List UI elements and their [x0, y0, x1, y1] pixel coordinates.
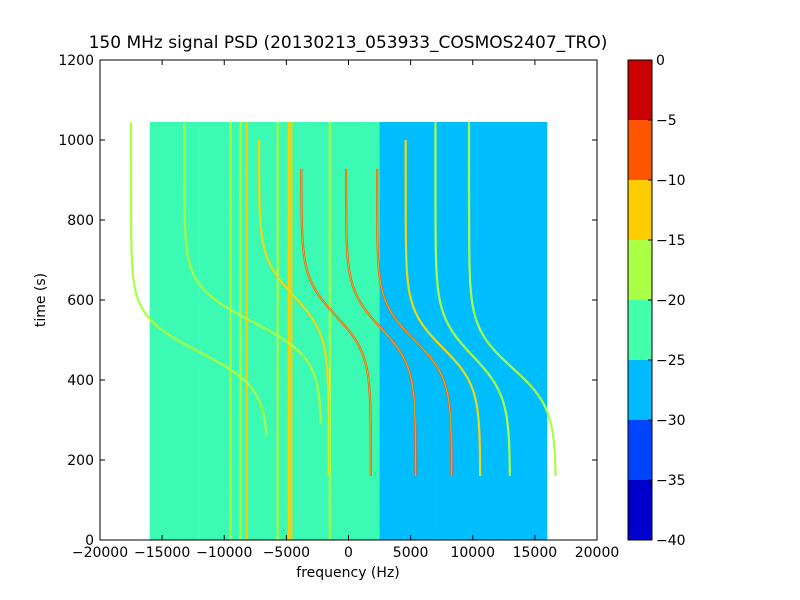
colorbar-segment: [628, 480, 652, 540]
colorbar-segment: [628, 180, 652, 240]
doppler-track-edge: [468, 122, 557, 477]
x-tick-label: 5000: [393, 545, 429, 561]
colorbar-segment: [628, 240, 652, 300]
colorbar-segment: [628, 120, 652, 180]
plot-area: −20000 −15000 −10000 −5000 0 5000 10000 15000 20…: [58, 53, 619, 561]
x-axis-label: frequency (Hz): [296, 565, 399, 581]
x-tick-label: 0: [344, 545, 353, 561]
colorbar-tick-label: −15: [656, 233, 686, 249]
colorbar-segment: [628, 360, 652, 420]
heatmap-image: [129, 122, 557, 540]
y-axis-label: time (s): [33, 273, 49, 327]
y-tick-label: 1200: [58, 53, 94, 69]
x-tick-label: −20000: [72, 545, 128, 561]
colorbar-segment: [628, 420, 652, 480]
doppler-track-edge: [258, 140, 330, 476]
doppler-track-edge: [376, 168, 452, 477]
colorbar-tick-label: 0: [656, 53, 665, 69]
x-tick-label: 15000: [513, 545, 558, 561]
colorbar-tick-label: −25: [656, 353, 686, 369]
colorbar-tick-label: −5: [656, 113, 677, 129]
colorbar-tick-label: −10: [656, 173, 686, 189]
doppler-track-edge: [435, 122, 511, 477]
y-tick-label: 600: [67, 293, 94, 309]
y-axis-ticks: 0 200 400 600 800 1000 1200: [58, 53, 597, 549]
doppler-track-edge: [300, 168, 372, 476]
doppler-track-edge: [345, 168, 416, 477]
x-tick-label: −5000: [263, 545, 310, 561]
colorbar-tick-label: −20: [656, 293, 686, 309]
doppler-track-edge: [184, 123, 322, 425]
x-axis-ticks: −20000 −15000 −10000 −5000 0 5000 10000 15000 20…: [72, 60, 619, 561]
colorbar: −40 −35 −30 −25 −20 −15 −10 −5 0: [627, 53, 686, 549]
colorbar-segment: [628, 60, 652, 120]
x-tick-label: −10000: [196, 545, 252, 561]
colorbar-segment: [628, 300, 652, 360]
colorbar-tick-label: −40: [656, 533, 686, 549]
colorbar-tick-label: −30: [656, 413, 686, 429]
y-tick-label: 1000: [58, 133, 94, 149]
doppler-track-edge: [130, 122, 267, 437]
y-tick-label: 400: [67, 373, 94, 389]
x-tick-label: 10000: [450, 545, 495, 561]
y-tick-label: 800: [67, 213, 94, 229]
y-tick-label: 0: [85, 533, 94, 549]
x-tick-label: −15000: [134, 545, 190, 561]
colorbar-tick-label: −35: [656, 473, 686, 489]
x-tick-label: 20000: [575, 545, 620, 561]
chart-title: 150 MHz signal PSD (20130213_053933_COSM…: [89, 33, 608, 53]
doppler-track-edge: [405, 140, 481, 477]
y-tick-label: 200: [67, 453, 94, 469]
